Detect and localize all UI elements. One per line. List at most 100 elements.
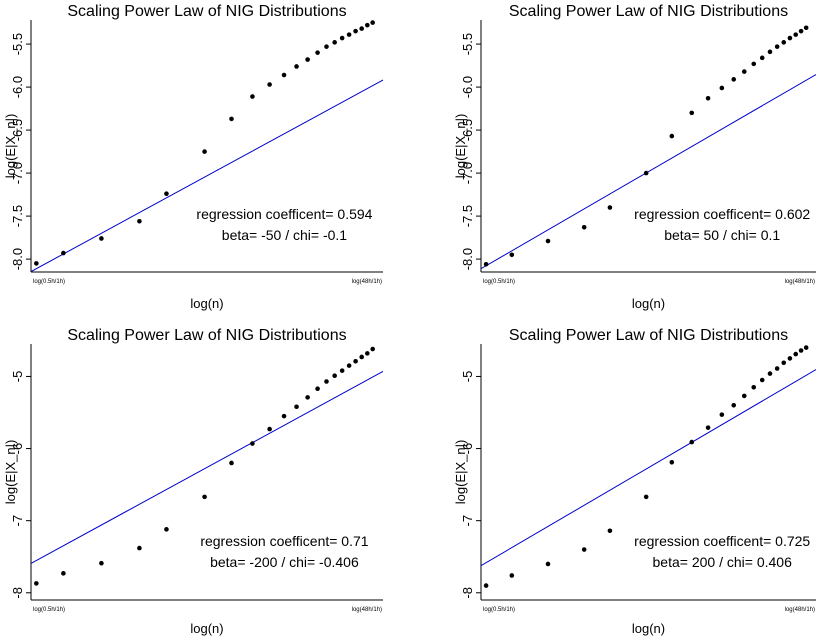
data-point [793,351,799,357]
y-tick-label: -5.5 [460,33,475,55]
data-point [294,404,299,410]
data-point [731,402,737,408]
data-point [250,441,255,446]
data-point [315,50,320,55]
data-point [798,28,804,34]
y-tick-label: -7.5 [10,205,25,227]
x-tick-label: log(0.5h/1h) [33,607,65,613]
data-point [751,384,757,390]
data-point [164,527,169,532]
chart-panel-3: Scaling Power Law of NIG Distributions lo… [3,327,383,636]
data-point [305,57,310,62]
y-tick-label: -6.0 [10,76,25,98]
data-point [509,573,515,578]
data-point [751,61,757,67]
data-point [581,224,587,230]
y-tick-label: -6.5 [10,119,25,141]
data-point [359,26,364,31]
data-point [689,439,695,445]
annotation-regression: regression coefficent= 0.594 [196,206,372,222]
x-tick-label: log(0.5h/1h) [483,607,515,613]
data-point [787,35,793,41]
data-point [315,386,320,392]
x-axis-label: log(n) [190,621,223,636]
chart-title: Scaling Power Law of NIG Distributions [509,327,788,344]
y-tick-label: -8 [10,587,25,599]
data-point [669,459,675,465]
data-point [294,64,299,69]
y-tick-label: -7 [460,515,475,527]
data-point [202,494,207,500]
data-point [365,22,370,28]
data-point [781,40,787,45]
data-point [34,261,39,266]
data-point [787,356,793,361]
y-tick-label: -5 [10,371,25,383]
y-tick-label: -6.0 [460,76,475,98]
data-point [741,393,747,399]
data-point [346,32,352,37]
x-tick-label: log(0.5h/1h) [33,279,65,285]
y-tick-label: -5.5 [10,33,25,55]
chart-title: Scaling Power Law of NIG Distributions [509,3,788,20]
x-tick-label: log(48h/1h) [352,279,382,285]
y-tick-label: -6 [10,443,25,455]
data-point [353,359,358,364]
data-point [669,133,675,139]
data-point [202,149,207,154]
x-axis-label: log(n) [632,621,665,636]
data-point [793,32,799,37]
data-point [137,218,142,224]
data-point [339,368,345,373]
data-point [719,412,725,417]
x-tick-label: log(0.5h/1h) [483,279,515,285]
data-point [774,44,780,49]
data-point [581,547,587,552]
data-point [359,354,364,360]
data-point [99,236,104,241]
data-point [324,44,329,49]
data-point [332,40,337,45]
data-point [250,94,255,99]
data-point [483,261,489,267]
y-tick-label: -5 [460,371,475,383]
chart-panel-2: Scaling Power Law of NIG Distributions lo… [453,3,816,311]
data-point [339,35,345,41]
y-tick-label: -7 [10,515,25,527]
data-point [643,494,649,500]
data-point [137,545,142,551]
data-point [99,560,104,566]
data-point [731,77,737,82]
y-axis-label: log(E|X_n|) [453,440,468,505]
x-tick-label: log(48h/1h) [785,279,815,285]
y-axis-label: log(E|X_n|) [453,114,468,179]
data-point [353,28,358,34]
x-axis-label: log(n) [632,296,665,311]
data-point [332,373,337,379]
data-point [370,20,375,25]
chart-panel-4: Scaling Power Law of NIG Distributions lo… [453,327,816,636]
y-tick-label: -7.5 [460,205,475,227]
data-point [34,581,39,586]
data-point [803,345,809,350]
regression-line [481,369,816,567]
data-point [767,49,773,55]
data-point [61,250,66,256]
y-axis-label: log(E|X_n|) [3,440,18,505]
data-point [483,583,489,588]
data-point [346,363,352,368]
data-point [643,170,649,176]
data-point [705,95,711,101]
annotation-regression: regression coefficent= 0.71 [200,533,368,549]
data-point [803,25,809,31]
data-point [267,82,272,87]
data-point [370,346,375,352]
x-axis-label: log(n) [190,296,223,311]
y-tick-label: -8 [460,587,475,599]
y-tick-label: -7.0 [10,162,25,184]
regression-line [31,370,383,564]
annotation-params: beta= -50 / chi= -0.1 [222,227,348,243]
data-point [545,238,551,244]
